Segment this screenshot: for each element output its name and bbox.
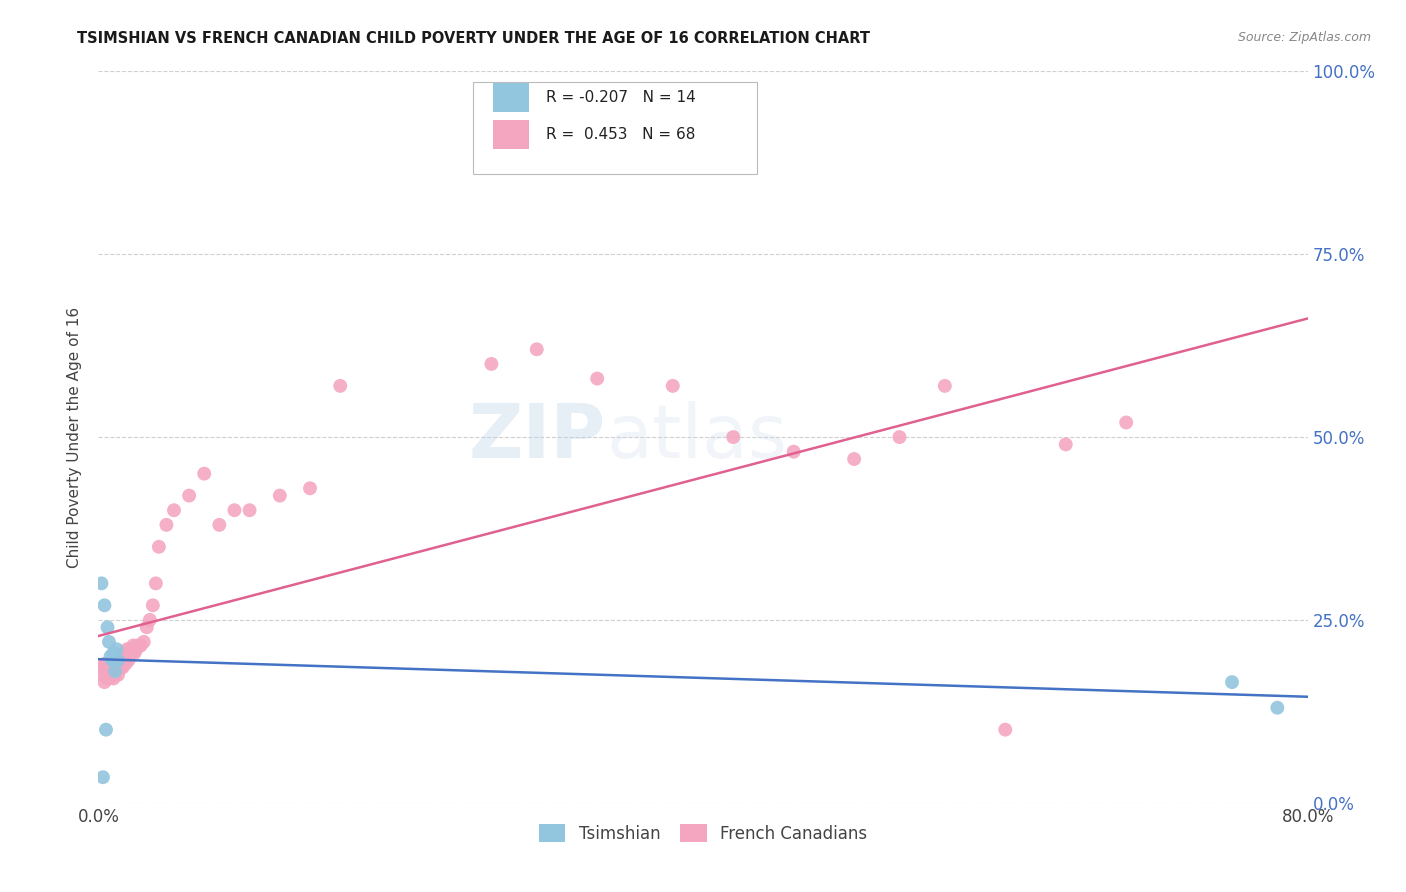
Y-axis label: Child Poverty Under the Age of 16: Child Poverty Under the Age of 16 (67, 307, 83, 567)
Point (111, 660, 134, 674)
Point (104, 667, 127, 681)
Point (101, 660, 124, 674)
Point (163, 503, 186, 517)
Point (101, 653, 124, 667)
Point (94, 667, 117, 681)
Point (179, 489, 201, 503)
Point (118, 653, 141, 667)
Point (105, 660, 128, 674)
Point (155, 517, 177, 532)
Point (104, 660, 127, 674)
Point (98, 660, 121, 674)
Point (93, 599, 115, 613)
Point (104, 664, 127, 678)
Point (1220, 675, 1243, 690)
Point (100, 649, 122, 664)
Point (329, 379, 352, 393)
Point (193, 467, 215, 481)
Point (94, 723, 117, 737)
Point (120, 642, 142, 657)
Point (103, 646, 125, 660)
Point (135, 620, 157, 634)
Point (110, 653, 132, 667)
Point (142, 599, 165, 613)
Point (98, 635, 121, 649)
Text: atlas: atlas (606, 401, 787, 474)
Legend: Tsimshian, French Canadians: Tsimshian, French Canadians (531, 818, 875, 849)
Point (844, 452, 866, 467)
Point (148, 540, 170, 554)
Point (96, 620, 118, 634)
Point (91, 770, 114, 784)
Point (103, 672, 125, 686)
Point (91, 667, 114, 681)
Text: R =  0.453   N = 68: R = 0.453 N = 68 (546, 127, 695, 142)
Point (105, 642, 128, 657)
Point (208, 517, 231, 532)
Point (114, 657, 136, 671)
Point (139, 613, 162, 627)
Point (90, 576, 112, 591)
Point (239, 503, 262, 517)
Point (93, 675, 115, 690)
Point (481, 357, 503, 371)
Point (783, 444, 806, 458)
Point (100, 657, 122, 671)
Point (129, 639, 152, 653)
Text: TSIMSHIAN VS FRENCH CANADIAN CHILD POVERTY UNDER THE AGE OF 16 CORRELATION CHART: TSIMSHIAN VS FRENCH CANADIAN CHILD POVER… (77, 31, 870, 46)
Point (661, 379, 683, 393)
Point (108, 660, 131, 674)
Point (269, 489, 291, 503)
Point (111, 653, 134, 667)
Point (96, 672, 118, 686)
Point (526, 343, 548, 357)
FancyBboxPatch shape (474, 82, 758, 174)
Point (94, 657, 117, 671)
Point (101, 667, 124, 681)
Point (1115, 416, 1137, 430)
Point (934, 379, 956, 393)
Point (107, 667, 129, 681)
Point (115, 642, 138, 657)
Point (723, 430, 745, 444)
Point (107, 657, 129, 671)
Point (90, 660, 112, 674)
Text: R = -0.207   N = 14: R = -0.207 N = 14 (546, 90, 696, 105)
Point (132, 635, 155, 649)
Point (145, 576, 167, 591)
Point (125, 642, 148, 657)
Point (1054, 437, 1077, 451)
Point (994, 723, 1017, 737)
Point (224, 503, 246, 517)
Point (103, 660, 125, 674)
Point (124, 646, 146, 660)
Point (105, 657, 128, 671)
Point (107, 653, 129, 667)
Point (128, 639, 150, 653)
Point (108, 657, 131, 671)
Text: Source: ZipAtlas.com: Source: ZipAtlas.com (1237, 31, 1371, 45)
Point (889, 430, 911, 444)
FancyBboxPatch shape (492, 83, 529, 112)
Point (110, 660, 132, 674)
Point (122, 639, 145, 653)
Text: ZIP: ZIP (470, 401, 606, 474)
Point (586, 371, 609, 385)
Point (112, 646, 135, 660)
Point (98, 672, 121, 686)
FancyBboxPatch shape (492, 120, 529, 149)
Point (121, 646, 143, 660)
Point (100, 667, 122, 681)
Point (127, 639, 149, 653)
Point (93, 657, 115, 671)
Point (299, 481, 322, 495)
Point (96, 660, 118, 674)
Point (1267, 700, 1289, 714)
